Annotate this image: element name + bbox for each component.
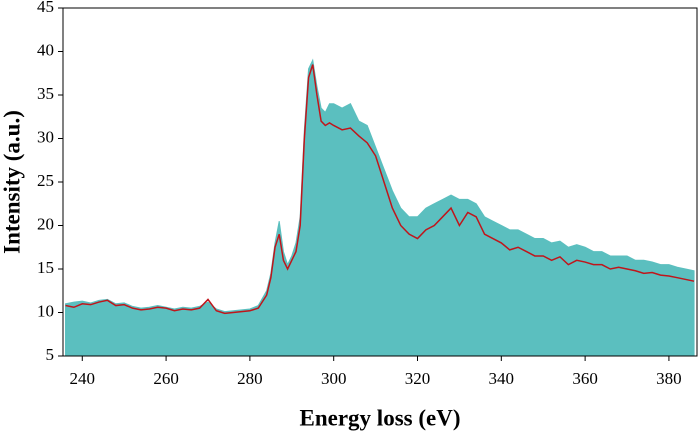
x-tick-label: 240 <box>70 369 96 388</box>
y-tick-label: 30 <box>37 127 54 146</box>
y-tick-label: 35 <box>37 84 54 103</box>
x-tick-label: 360 <box>572 369 598 388</box>
x-axis-title: Energy loss (eV) <box>300 405 461 430</box>
x-tick-label: 320 <box>405 369 431 388</box>
y-axis-title: Intensity (a.u.) <box>0 110 24 254</box>
y-tick-label: 5 <box>46 345 55 364</box>
line <box>65 64 695 315</box>
y-tick-label: 45 <box>37 0 54 16</box>
x-tick-label: 260 <box>153 369 179 388</box>
x-tick-label: 280 <box>237 369 263 388</box>
x-tick-label: 340 <box>489 369 515 388</box>
y-tick-label: 25 <box>37 171 54 190</box>
y-tick-label: 20 <box>37 214 54 233</box>
y-tick-label: 10 <box>37 301 54 320</box>
y-tick-label: 15 <box>37 258 54 277</box>
area <box>65 58 695 356</box>
x-tick-label: 300 <box>321 369 347 388</box>
y-tick-label: 40 <box>37 40 54 59</box>
x-tick-label: 380 <box>656 369 682 388</box>
